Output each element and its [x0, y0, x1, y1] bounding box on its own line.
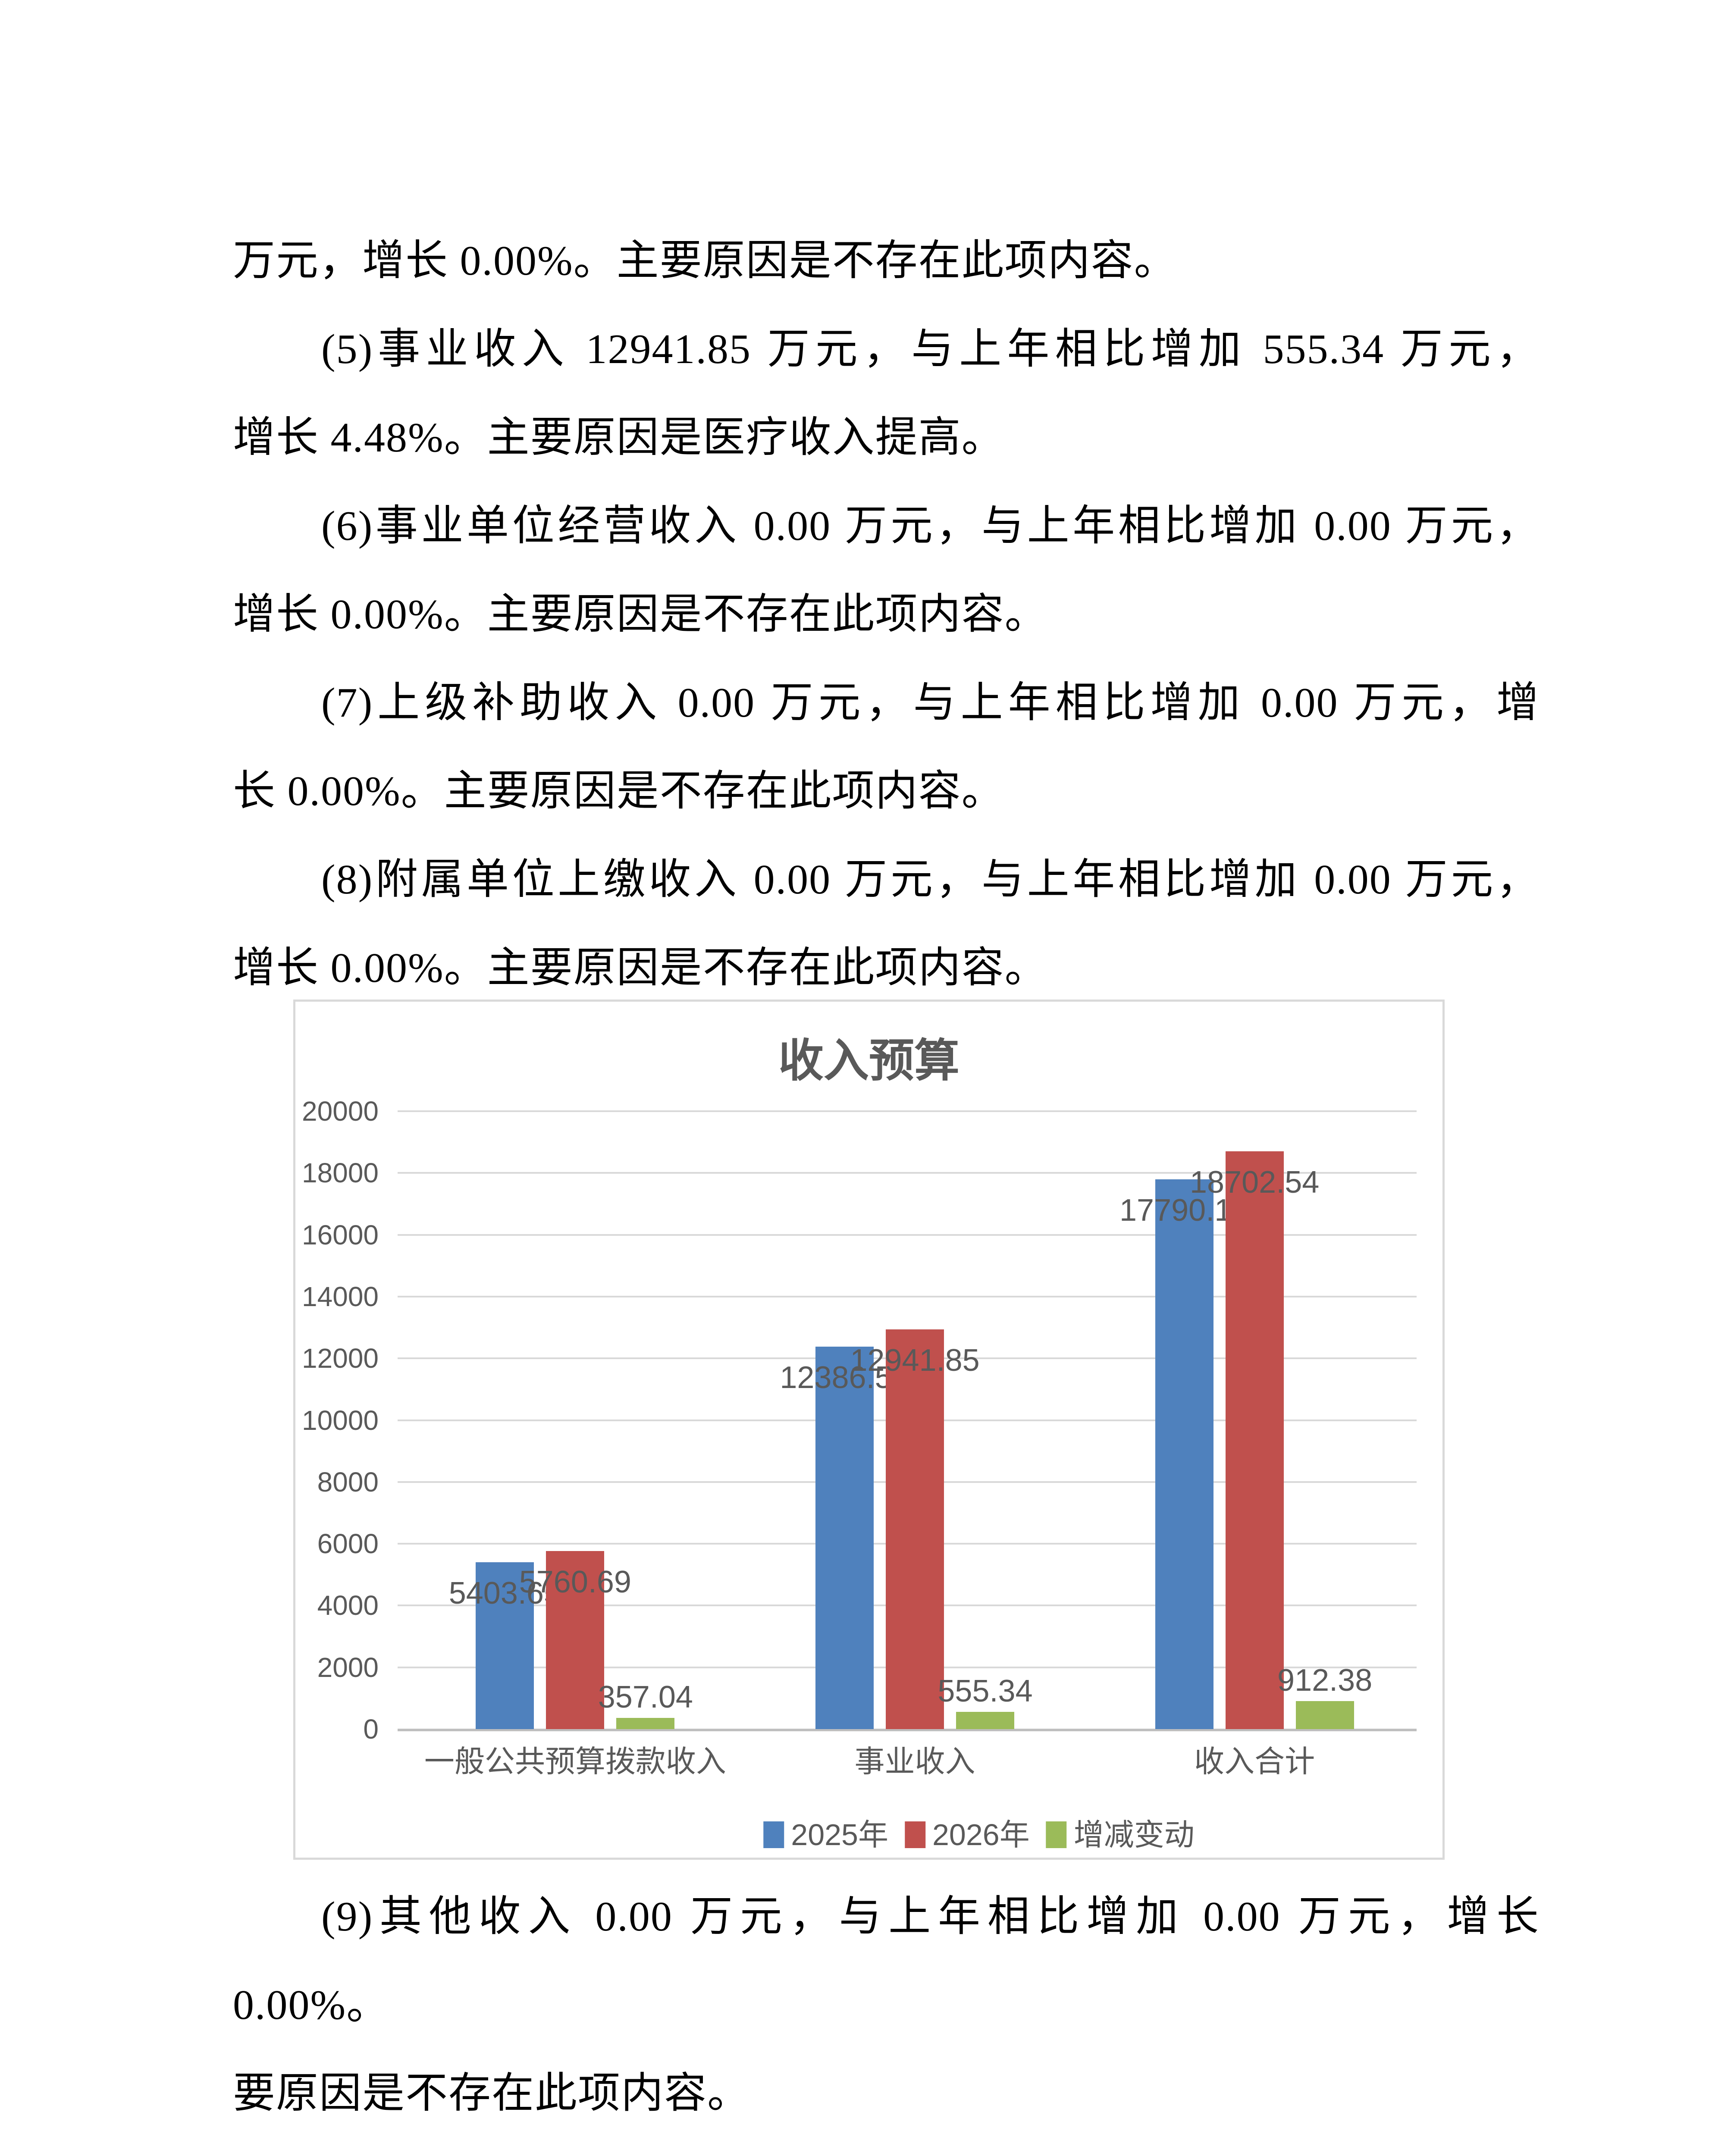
y-tick-label: 4000: [317, 1590, 379, 1621]
paragraph-line: 0.00%。: [233, 1982, 390, 2028]
paragraph-line: 万元，增长 0.00%。主要原因是不存在此项内容。: [233, 238, 1177, 284]
x-category-label: 收入合计: [1194, 1745, 1315, 1778]
paragraph-line: (6)事业单位经营收入 0.00 万元，与上年相比增加 0.00 万元，: [321, 503, 1540, 549]
legend-swatch-change: [1046, 1821, 1067, 1848]
paragraph-line: 增长 4.48%。主要原因是医疗收入提高。: [233, 414, 1005, 461]
paragraph-line: (7)上级补助收入 0.00 万元，与上年相比增加 0.00 万元，增: [321, 680, 1540, 726]
y-tick-label: 10000: [302, 1404, 379, 1436]
bar-增减变动-2: [956, 1712, 1014, 1729]
bar-label-2025年-1: 5403.65: [448, 1576, 561, 1611]
legend-label-2026: 2026年: [932, 1818, 1030, 1852]
gridline: [398, 1234, 1417, 1236]
paragraph-line: 2、上年结转结余为 0.00 万元。与上年相比增加 0.00 万元，: [233, 2138, 1540, 2156]
legend-label-change: 增减变动: [1073, 1818, 1195, 1852]
legend-item-2026: 2026年: [905, 1819, 1030, 1851]
legend-item-2025: 2025年: [763, 1819, 888, 1851]
y-tick-label: 8000: [317, 1466, 379, 1498]
bar-label-2026年-1: 5760.69: [519, 1565, 631, 1600]
bar-2026年-2: [886, 1329, 944, 1729]
bar-2026年-3: [1225, 1151, 1284, 1729]
bar-2026年-1: [546, 1551, 605, 1729]
income-budget-chart: 收入预算 2025年 2026年 增减变动 0 2000 4000 6000 8000 1…: [293, 1000, 1445, 1860]
x-category-label: 一般公共预算拨款收入: [424, 1745, 726, 1778]
paragraph-line: (8)附属单位上缴收入 0.00 万元，与上年相比增加 0.00 万元，: [321, 856, 1540, 903]
legend-item-change: 增减变动: [1046, 1819, 1195, 1851]
gridline: [398, 1110, 1417, 1112]
y-tick-label: 12000: [302, 1343, 379, 1374]
bar-label-2026年-2: 12941.85: [850, 1343, 980, 1378]
bar-label-2026年-3: 18702.54: [1190, 1165, 1320, 1200]
bar-label-增减变动-3: 912.38: [1277, 1663, 1373, 1698]
y-tick-label: 0: [363, 1714, 379, 1745]
y-tick-label: 18000: [302, 1157, 379, 1189]
y-tick-label: 16000: [302, 1219, 379, 1250]
paragraph-line: (5)事业收入 12941.85 万元，与上年相比增加 555.34 万元，: [321, 326, 1540, 373]
paragraph-line: 增长 0.00%。主要原因是不存在此项内容。: [233, 945, 1048, 991]
bar-label-增减变动-2: 555.34: [938, 1674, 1033, 1709]
bar-2025年-2: [815, 1346, 874, 1729]
y-tick-label: 14000: [302, 1281, 379, 1312]
paragraph-line: 增长 0.00%。主要原因是不存在此项内容。: [233, 591, 1048, 638]
legend-label-2025: 2025年: [791, 1818, 888, 1852]
bar-增减变动-1: [616, 1718, 675, 1729]
x-category-label: 事业收入: [854, 1745, 975, 1778]
bar-2025年-1: [476, 1562, 534, 1729]
paragraph-line: 要原因是不存在此项内容。: [233, 2070, 751, 2117]
bar-2025年-3: [1155, 1179, 1213, 1729]
y-tick-label: 2000: [317, 1651, 379, 1683]
bar-label-增减变动-1: 357.04: [598, 1680, 693, 1715]
x-axis-line: [398, 1729, 1417, 1731]
paragraph-line: (9)其他收入 0.00 万元，与上年相比增加 0.00 万元，增长: [321, 1893, 1540, 1940]
chart-title: 收入预算: [778, 1036, 959, 1086]
paragraph-line: 长 0.00%。主要原因是不存在此项内容。: [233, 768, 1005, 815]
legend-swatch-2026: [905, 1821, 925, 1848]
chart-legend: 2025年 2026年 增减变动: [763, 1819, 1195, 1851]
bar-增减变动-3: [1295, 1701, 1354, 1729]
gridline: [398, 1295, 1417, 1297]
y-tick-label: 20000: [302, 1096, 379, 1127]
y-tick-label: 6000: [317, 1528, 379, 1560]
legend-swatch-2025: [763, 1821, 784, 1848]
gridline: [398, 1172, 1417, 1174]
